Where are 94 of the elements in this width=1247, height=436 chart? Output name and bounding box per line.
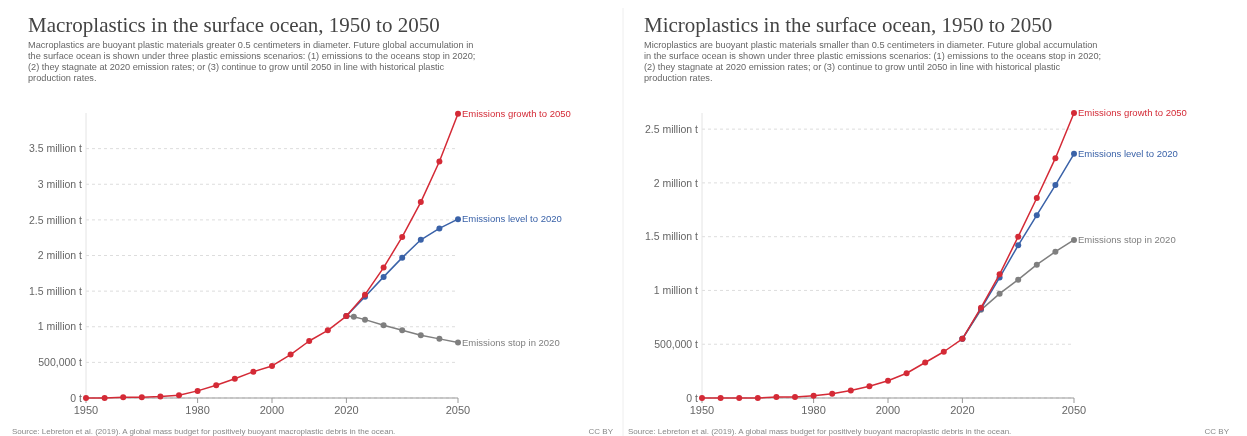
point [1015,242,1022,249]
point [120,394,127,401]
point [847,387,854,394]
point [455,339,461,346]
point [324,327,331,334]
point [1033,194,1040,201]
chart-title: Macroplastics in the surface ocean, 1950 to 2050 [28,13,440,37]
point [885,377,891,384]
y-tick-label: 500,000 t [654,337,699,350]
point [866,383,873,390]
point [157,393,164,400]
point [436,225,443,232]
series-label: Emissions growth to 2050 [1078,107,1187,119]
point [1071,236,1077,243]
point [1071,110,1077,116]
x-tick-label: 2050 [1061,404,1087,416]
point [436,158,443,165]
point [829,390,836,397]
chart-subtitle: Microplastics are buoyant plastic materials smaller than 0.5 centimeters in diameter. Future global accumulation in the surface ocean is shown under three plastic emissions scenarios: (1) emissions to the oceans stop in 2020; (2) they stagnate at 2020 emission rates; or (3) continue to grow until 2050 in line with historical plastic production rates. [644,40,1102,83]
point [399,233,406,240]
point [754,395,761,401]
y-tick-label: 3 million t [37,177,83,190]
x-tick-label: 2020 [334,404,359,416]
point [362,316,368,323]
y-tick-label: 500,000 t [38,356,83,369]
x-tick-label: 1980 [801,404,826,416]
point [380,273,387,280]
x-tick-label: 1950 [689,404,715,416]
point [194,387,201,394]
point [138,394,145,401]
point [417,236,424,243]
point [903,370,910,377]
point [1015,276,1022,283]
source-note: Source: Lebreton et al. (2019). A global mass budget for positively buoyant macroplastic debris in the ocean. [628,427,1012,436]
y-tick-label: 1 million t [37,320,83,333]
y-tick-label: 2.5 million t [644,122,699,135]
point [287,351,294,358]
point [213,382,220,389]
y-tick-label: 2.5 million t [28,213,83,226]
point [436,335,443,342]
series-label: Emissions stop in 2020 [462,336,560,348]
x-tick-label: 2020 [950,404,975,416]
point [250,368,257,375]
point [417,199,424,206]
point [940,348,947,355]
y-tick-label: 0 t [70,391,83,404]
x-tick-label: 1980 [185,404,210,416]
point [399,254,406,261]
point [1033,212,1040,219]
series-label: Emissions level to 2020 [1078,148,1178,160]
point [922,359,929,366]
x-tick-label: 2050 [445,404,471,416]
point [306,338,313,344]
point [810,392,817,399]
point [773,393,780,400]
point [269,362,275,369]
point [417,332,424,339]
point [380,264,387,271]
y-tick-label: 3.5 million t [28,142,83,155]
y-tick-label: 1.5 million t [644,230,699,243]
text: CC BY [1204,427,1230,436]
x-tick-label: 1950 [73,404,99,416]
point [399,327,406,334]
series-label: Emissions stop in 2020 [1078,234,1176,246]
x-tick-label: 2000 [259,404,285,416]
point [792,393,798,400]
point [231,375,238,382]
y-tick-label: 2 million t [653,176,699,189]
point [1071,150,1077,157]
y-tick-label: 2 million t [37,249,83,262]
x-tick-label: 2000 [875,404,901,416]
point [717,395,724,401]
series-label: Emissions growth to 2050 [462,108,571,120]
point [1033,261,1040,268]
point [350,313,357,320]
point [1052,182,1059,189]
y-tick-label: 0 t [686,391,699,404]
point [101,395,108,401]
chart-subtitle: Macroplastics are buoyant plastic materials greater 0.5 centimeters in diameter. Future global accumulation in the surface ocean is shown under three plastic emissions scenarios: (1) emissions to the oceans stop in 2020; (2) they stagnate at 2020 emission rates; or (3) continue to grow until 2050 in line with historical plastic production rates. [28,40,476,83]
chart-title: Microplastics in the surface ocean, 1950 to 2050 [644,13,1053,37]
y-tick-label: 1 million t [653,284,699,297]
y-tick-label: 1.5 million t [28,284,83,297]
point [996,290,1003,297]
point [380,322,387,329]
point [455,216,461,223]
point [1015,233,1022,240]
point [1052,155,1059,162]
point [455,110,461,117]
point [736,395,743,401]
series-label: Emissions level to 2020 [462,213,562,225]
text: CC BY [588,427,614,436]
point [176,392,182,399]
point [1052,248,1059,255]
source-note: Source: Lebreton et al. (2019). A global mass budget for positively buoyant macroplastic debris in the ocean. [12,427,396,436]
